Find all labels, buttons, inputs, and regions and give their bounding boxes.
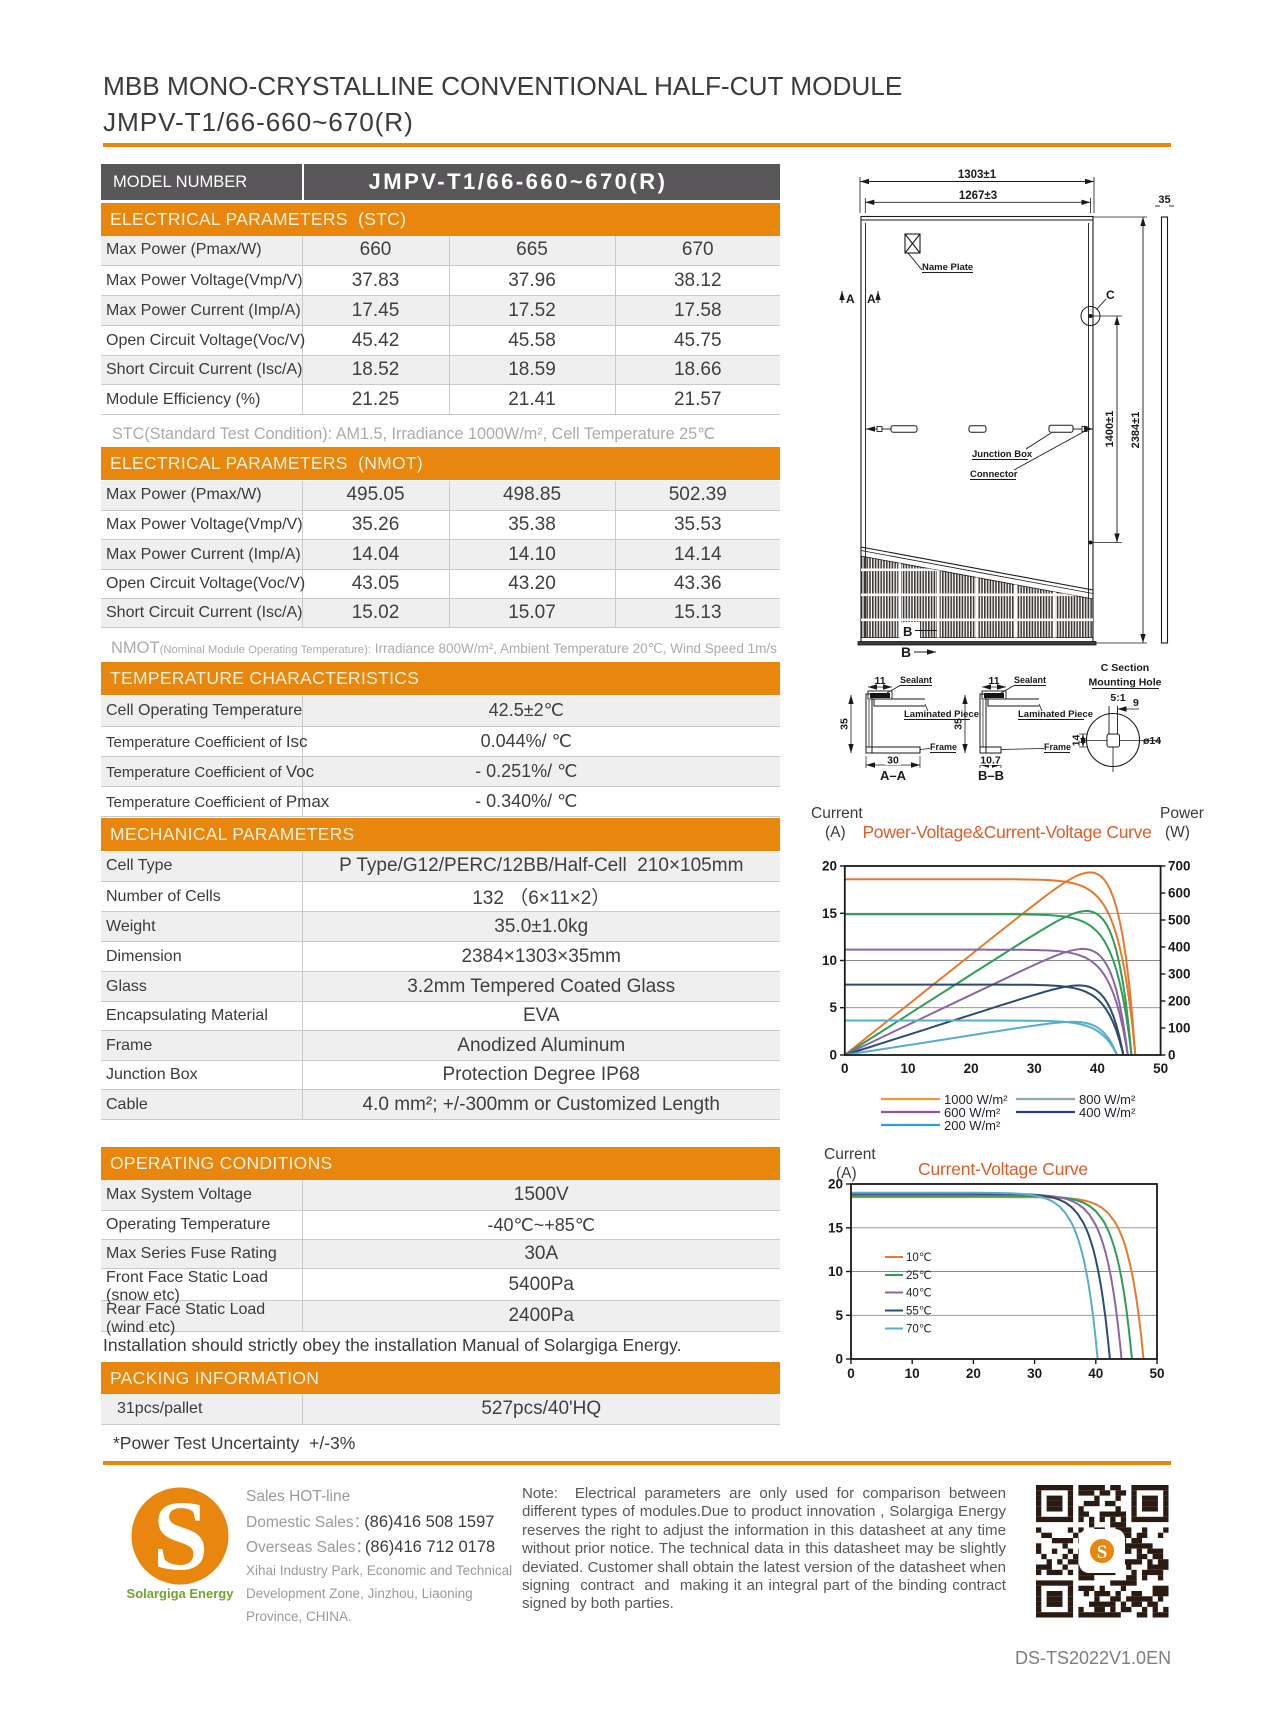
svg-text:15: 15 [828,1220,844,1235]
svg-text:Laminated Piece: Laminated Piece [904,709,979,720]
svg-text:400: 400 [1168,940,1191,955]
svg-text:1400±1: 1400±1 [1104,411,1116,448]
svg-text:C Section: C Section [1101,662,1149,674]
svg-text:A–A: A–A [880,768,907,783]
svg-text:0: 0 [1168,1048,1176,1063]
svg-text:1267±3: 1267±3 [959,190,997,202]
svg-text:20: 20 [822,859,837,874]
svg-text:30: 30 [1027,1061,1042,1076]
svg-text:Current-Voltage Curve: Current-Voltage Curve [918,1159,1088,1179]
svg-text:2384±1: 2384±1 [1130,412,1142,449]
svg-text:1303±1: 1303±1 [958,169,997,181]
svg-text:700: 700 [1168,859,1191,874]
svg-text:10℃: 10℃ [906,1252,932,1264]
svg-text:400 W/m²: 400 W/m² [1079,1105,1136,1120]
svg-text:0: 0 [841,1061,849,1076]
svg-text:20: 20 [964,1061,979,1076]
svg-text:Frame: Frame [1044,742,1071,752]
svg-text:50: 50 [1149,1366,1164,1381]
svg-text:B–B: B–B [978,768,1004,783]
svg-text:0: 0 [829,1048,837,1063]
svg-text:25℃: 25℃ [906,1270,932,1282]
svg-text:300: 300 [1168,967,1191,982]
svg-text:5:1: 5:1 [1110,692,1125,704]
svg-text:Frame: Frame [930,742,957,752]
svg-text:Solargiga Energy: Solargiga Energy [127,1586,235,1601]
svg-text:Current: Current [811,805,863,822]
svg-text:Junction Box: Junction Box [972,449,1033,460]
svg-text:20: 20 [828,1177,843,1192]
svg-text:9: 9 [1133,697,1139,709]
svg-text:10.7: 10.7 [980,755,1001,767]
svg-text:5: 5 [835,1308,843,1323]
svg-text:Power-Voltage&Current-Voltage: Power-Voltage&Current-Voltage Curve [862,822,1151,842]
svg-text:200 W/m²: 200 W/m² [944,1118,1001,1133]
svg-text:10: 10 [900,1061,915,1076]
svg-text:100: 100 [1168,1021,1191,1036]
svg-text:14: 14 [1071,735,1083,747]
svg-text:10: 10 [905,1366,920,1381]
svg-text:0: 0 [847,1366,855,1381]
svg-text:Power: Power [1160,805,1204,822]
svg-text:(W): (W) [1165,824,1190,841]
svg-text:40: 40 [1090,1061,1105,1076]
svg-text:10: 10 [822,953,837,968]
svg-text:35: 35 [839,718,851,730]
svg-text:11: 11 [988,675,999,687]
svg-text:B: B [903,624,912,639]
svg-text:40: 40 [1088,1366,1103,1381]
svg-text:30: 30 [1027,1366,1042,1381]
svg-text:55℃: 55℃ [906,1306,932,1318]
svg-text:40℃: 40℃ [906,1288,932,1300]
svg-text:Sealant: Sealant [1014,675,1046,685]
svg-text:ø14: ø14 [1143,735,1161,747]
svg-text:800 W/m²: 800 W/m² [1079,1092,1136,1107]
svg-text:(A): (A) [836,1165,857,1182]
svg-text:Mounting Hole: Mounting Hole [1089,677,1162,689]
svg-text:Name Plate: Name Plate [922,262,973,273]
svg-text:20: 20 [966,1366,981,1381]
svg-text:200: 200 [1168,994,1191,1009]
svg-text:5: 5 [829,1000,837,1015]
svg-text:10: 10 [828,1264,843,1279]
svg-text:A: A [867,292,876,306]
svg-text:500: 500 [1168,913,1191,928]
svg-text:Connector: Connector [970,469,1018,480]
svg-text:(A): (A) [825,824,846,841]
svg-text:70℃: 70℃ [906,1324,932,1336]
svg-text:35: 35 [1158,194,1170,206]
svg-text:Current: Current [824,1146,876,1163]
svg-text:1000 W/m²: 1000 W/m² [944,1092,1008,1107]
svg-text:35: 35 [953,718,965,730]
svg-text:30: 30 [887,755,899,767]
svg-text:Sealant: Sealant [900,675,932,685]
svg-text:15: 15 [822,906,838,921]
svg-text:Laminated Piece: Laminated Piece [1018,709,1093,720]
svg-text:50: 50 [1153,1061,1168,1076]
svg-text:S: S [153,1487,209,1591]
svg-text:C: C [1106,288,1115,302]
svg-text:0: 0 [835,1352,843,1367]
svg-text:A: A [846,292,855,306]
svg-text:600 W/m²: 600 W/m² [944,1105,1001,1120]
svg-text:11: 11 [874,675,885,687]
svg-text:600: 600 [1168,886,1191,901]
svg-text:S: S [1097,1542,1108,1563]
svg-text:B: B [901,644,911,660]
